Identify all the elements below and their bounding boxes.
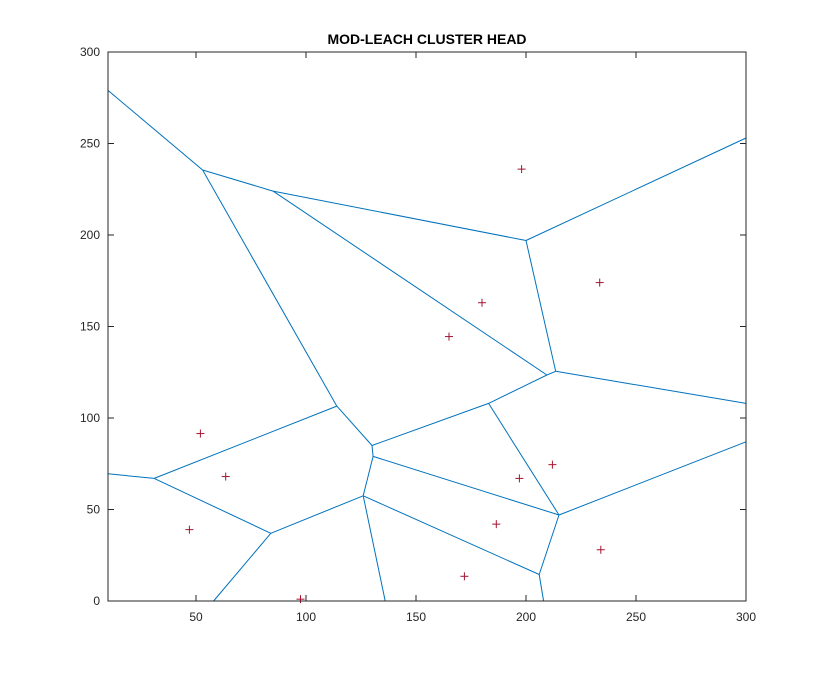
x-tick-label: 300: [736, 610, 756, 624]
voronoi-edge: [362, 456, 374, 496]
voronoi-edge: [272, 190, 527, 241]
y-tick-label: 200: [80, 228, 100, 242]
y-tick-label: 300: [80, 45, 100, 59]
cluster-head-points: [185, 165, 605, 604]
cluster-head-point: [196, 429, 205, 438]
voronoi-edge: [154, 405, 337, 479]
voronoi-edge: [371, 402, 489, 446]
voronoi-edge: [107, 90, 203, 171]
voronoi-edge: [558, 441, 747, 516]
y-tick-label: 100: [80, 411, 100, 425]
voronoi-edge: [336, 405, 373, 446]
cluster-head-point: [595, 278, 604, 287]
cluster-head-point: [515, 474, 524, 483]
cluster-head-point: [517, 165, 526, 174]
y-axis-ticks: 0 50 100 150 200 250 300: [80, 45, 746, 608]
voronoi-edge: [555, 370, 747, 404]
y-tick-label: 0: [93, 594, 100, 608]
voronoi-edge: [372, 455, 560, 516]
cluster-head-point: [548, 460, 557, 469]
voronoi-edge: [538, 514, 560, 575]
voronoi-edge: [270, 495, 364, 534]
plot-area-box: [107, 51, 747, 602]
voronoi-edge: [272, 190, 548, 376]
voronoi-edge: [107, 473, 155, 479]
x-axis-ticks: 50 100 150 200 250 300: [189, 52, 756, 624]
x-tick-label: 200: [516, 610, 536, 624]
voronoi-edge: [371, 445, 374, 457]
cluster-head-point: [492, 520, 501, 529]
voronoi-edge: [213, 532, 272, 602]
x-tick-label: 50: [189, 610, 203, 624]
y-tick-label: 250: [80, 137, 100, 151]
cluster-head-point: [596, 545, 605, 554]
voronoi-edge: [538, 574, 545, 602]
x-tick-label: 100: [296, 610, 316, 624]
voronoi-edge: [488, 403, 560, 516]
voronoi-edge: [525, 240, 557, 372]
chart-title: MOD-LEACH CLUSTER HEAD: [327, 31, 526, 47]
cluster-head-point: [221, 472, 230, 481]
cluster-head-point: [445, 332, 453, 341]
voronoi-edge: [153, 477, 272, 534]
voronoi-edge: [488, 374, 548, 404]
voronoi-edge: [546, 370, 556, 376]
voronoi-edge: [202, 169, 274, 192]
x-tick-label: 250: [626, 610, 646, 624]
x-tick-label: 150: [406, 610, 426, 624]
y-tick-label: 50: [87, 503, 101, 517]
voronoi-edges: [107, 90, 747, 602]
voronoi-edge: [202, 169, 338, 407]
voronoi-edge: [362, 495, 386, 602]
voronoi-edge: [362, 495, 540, 575]
cluster-head-point: [460, 572, 469, 581]
cluster-head-point: [185, 525, 194, 534]
cluster-head-point: [478, 298, 486, 307]
voronoi-edge: [525, 137, 747, 241]
cluster-head-point: [296, 595, 305, 604]
y-tick-label: 150: [80, 320, 100, 334]
